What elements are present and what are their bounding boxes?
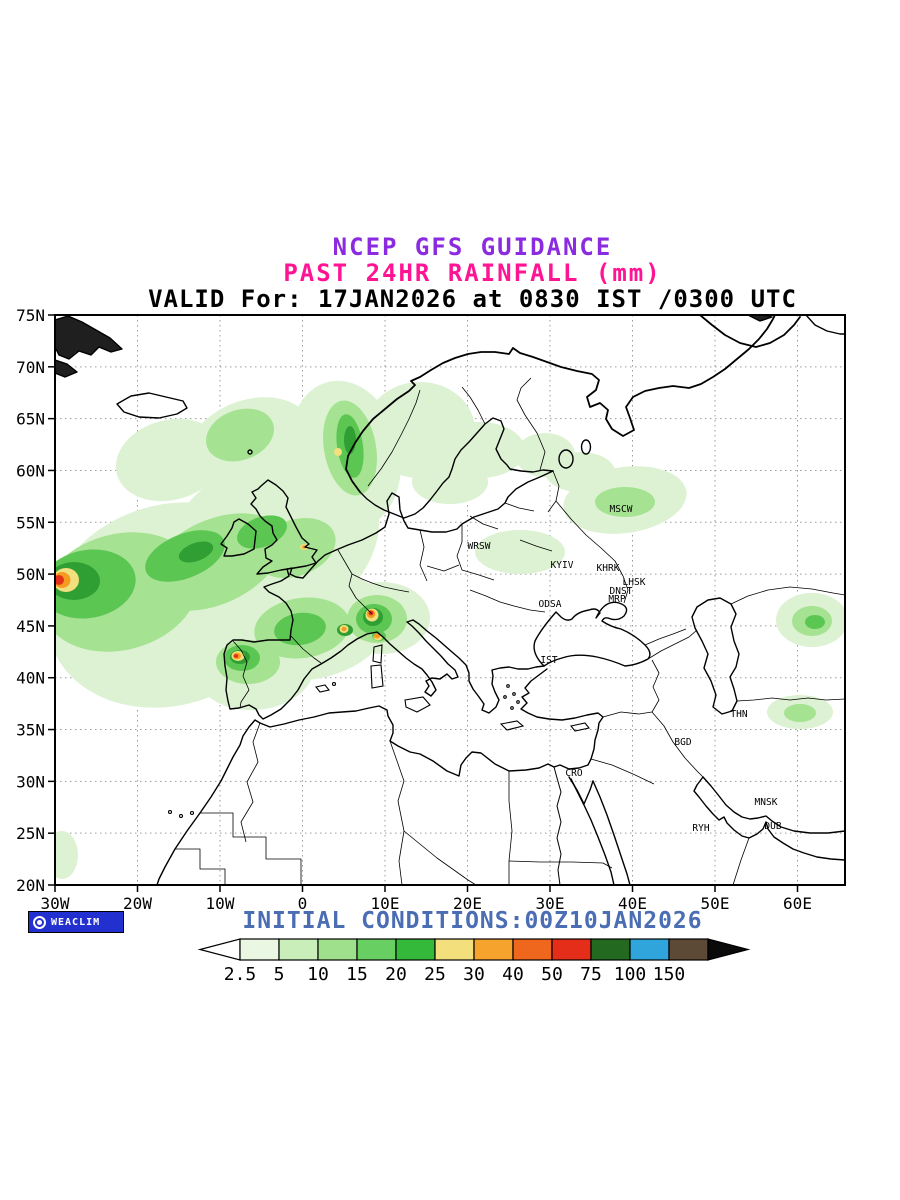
city-label-cro: CRO xyxy=(565,768,582,779)
rainfall-shading xyxy=(55,380,845,879)
city-label-mnsk: MNSK xyxy=(755,797,778,808)
colorbar-under-arrow xyxy=(197,938,241,961)
colorbar-segment xyxy=(395,938,436,961)
colorbar-segment xyxy=(473,938,514,961)
lon-tick-label: 20E xyxy=(453,894,482,913)
lon-tick-label: 10E xyxy=(371,894,400,913)
weaclim-logo-icon xyxy=(33,915,46,929)
lon-tick-label: 10W xyxy=(206,894,235,913)
initial-conditions-label: INITIAL CONDITIONS:00Z10JAN2026 xyxy=(242,908,703,934)
colorbar-segment xyxy=(629,938,670,961)
weaclim-logo-text: WEACLIM xyxy=(51,916,101,928)
colorbar-level-label: 100 xyxy=(614,964,647,985)
lon-tick-label: 30E xyxy=(536,894,565,913)
colorbar-level-label: 30 xyxy=(463,964,485,985)
weaclim-logo: WEACLIM xyxy=(28,911,124,933)
colorbar-level-label: 40 xyxy=(502,964,524,985)
lat-tick-label: 60N xyxy=(16,461,45,480)
islands xyxy=(167,644,590,819)
lat-tick-label: 20N xyxy=(16,876,45,895)
colorbar-level-label: 20 xyxy=(385,964,407,985)
chart-title-model: NCEP GFS GUIDANCE xyxy=(332,233,613,261)
colorbar-level-label: 50 xyxy=(541,964,563,985)
lat-tick-label: 70N xyxy=(16,358,45,377)
colorbar-segment xyxy=(317,938,358,961)
colorbar-segment xyxy=(668,938,709,961)
lon-tick-label: 20W xyxy=(123,894,152,913)
city-label-kyiv: KYIV xyxy=(551,560,574,571)
colorbar-segment xyxy=(239,938,280,961)
colorbar-segment xyxy=(434,938,475,961)
colorbar-over-arrow xyxy=(707,938,751,961)
lat-tick-label: 75N xyxy=(16,306,45,325)
colorbar-level-label: 75 xyxy=(580,964,602,985)
lat-tick-label: 25N xyxy=(16,824,45,843)
colorbar-level-label: 5 xyxy=(274,964,285,985)
colorbar-level-label: 25 xyxy=(424,964,446,985)
colorbar-segment xyxy=(278,938,319,961)
lon-tick-label: 0 xyxy=(298,894,308,913)
city-label-lhsk: LHSK xyxy=(623,577,646,588)
lon-tick-label: 40E xyxy=(618,894,647,913)
lat-tick-label: 35N xyxy=(16,721,45,740)
colorbar-segment xyxy=(551,938,592,961)
colorbar-level-label: 2.5 xyxy=(224,964,257,985)
city-label-mrp: MRP xyxy=(608,594,625,605)
colorbar-segment xyxy=(590,938,631,961)
city-label-wrsw: WRSW xyxy=(468,541,491,552)
chart-title-valid-time: VALID For: 17JAN2026 at 0830 IST /0300 U… xyxy=(148,285,797,313)
colorbar-level-label: 150 xyxy=(653,964,686,985)
colorbar-level-label: 10 xyxy=(307,964,329,985)
city-label-ist: IST xyxy=(540,655,557,666)
colorbar-segment xyxy=(512,938,553,961)
chart-title-field: PAST 24HR RAINFALL (mm) xyxy=(283,259,662,287)
lon-tick-label: 30W xyxy=(41,894,70,913)
map-frame xyxy=(54,314,846,886)
city-label-bgd: BGD xyxy=(674,737,691,748)
lat-tick-label: 40N xyxy=(16,669,45,688)
colorbar-segment xyxy=(356,938,397,961)
city-label-mscw: MSCW xyxy=(610,504,633,515)
lat-tick-label: 30N xyxy=(16,772,45,791)
city-label-dub: DUB xyxy=(764,821,781,832)
country-borders xyxy=(175,377,845,885)
coastlines xyxy=(55,315,845,885)
city-label-thn: THN xyxy=(730,709,747,720)
city-label-ryh: RYH xyxy=(692,823,709,834)
colorbar-legend: 2.5 5 10 15 20 25 30 40 50 75 100 150 xyxy=(197,938,751,985)
lat-tick-label: 65N xyxy=(16,410,45,429)
lon-tick-label: 60E xyxy=(783,894,812,913)
lat-tick-label: 50N xyxy=(16,565,45,584)
lat-tick-label: 55N xyxy=(16,513,45,532)
lon-tick-label: 50E xyxy=(701,894,730,913)
colorbar-level-label: 15 xyxy=(346,964,368,985)
city-label-khrk: KHRK xyxy=(597,563,620,574)
city-label-odsa: ODSA xyxy=(539,599,562,610)
lat-tick-label: 45N xyxy=(16,617,45,636)
city-label-dnst: DNST xyxy=(610,586,633,597)
